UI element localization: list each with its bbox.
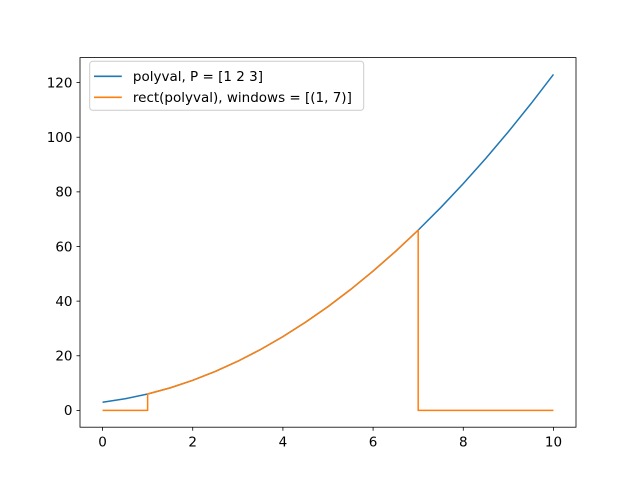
y-tick-label: 40 [55,294,72,310]
x-tick-label: 4 [279,435,288,451]
x-tick-label: 6 [369,435,378,451]
y-tick-label: 60 [55,239,72,255]
legend-label-rect: rect(polyval), windows = [(1, 7)] [133,90,352,106]
x-tick-label: 8 [459,435,468,451]
y-tick-label: 120 [47,75,73,91]
series-lines [102,73,555,412]
legend-label-polyval: polyval, P = [1 2 3] [133,69,263,85]
y-tick-label: 80 [55,185,72,201]
legend-frame [89,60,365,111]
x-tick-label: 2 [188,435,197,451]
series-line-1 [102,229,554,412]
axes-spines [79,57,577,428]
y-tick-label: 100 [47,130,73,146]
plot-area [80,57,576,428]
x-tick-label: 10 [545,435,562,451]
y-tick-label: 0 [64,403,73,419]
x-tick-label: 0 [98,435,107,451]
y-tick-label: 20 [55,349,72,365]
legend: polyval, P = [1 2 3] rect(polyval), wind… [89,60,365,111]
